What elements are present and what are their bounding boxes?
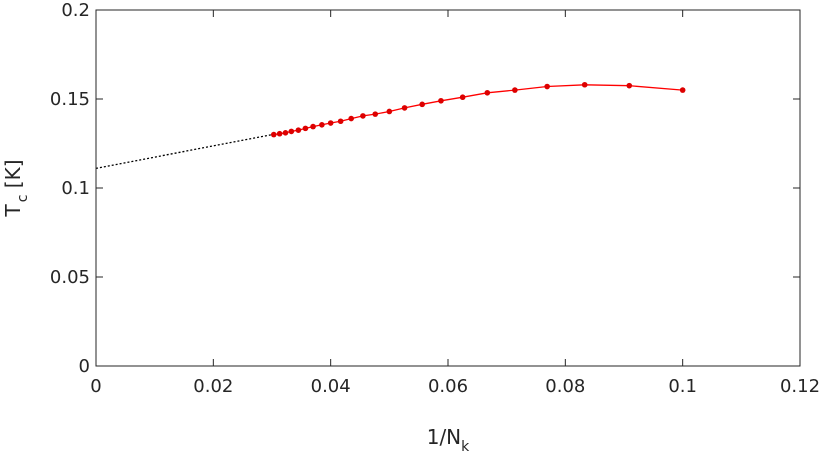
data-point [327,120,334,126]
data-point [679,87,686,93]
data-point [360,113,366,119]
y-tick-label: 0.2 [61,0,90,21]
y-axis-label-sub: c [15,195,31,203]
ticks-layer: 0 0.02 0.04 0.06 0.08 0.1 0.12 0 0.05 0.1 0.15 0.2 [50,0,820,397]
data-point [459,94,466,101]
data-point [310,123,316,130]
y-axis-label-main: T [1,204,25,218]
data-point [581,81,588,88]
data-point [626,82,633,89]
data-point [401,105,408,111]
x-tick-label: 0.02 [193,376,233,397]
x-tick-label: 0.08 [545,376,585,397]
y-axis-label-suffix: [K] [1,160,25,195]
data-point [512,87,518,93]
data-point [386,108,393,115]
data-point [419,101,425,108]
x-axis-label-sub: k [461,439,470,455]
x-tick-label: 0 [90,376,101,397]
y-tick-label: 0.05 [50,267,90,288]
extrapolation-line [95,133,273,170]
data-point [544,83,550,90]
data-point [288,128,295,135]
series-layer [95,81,686,170]
x-tick-label: 0.12 [780,376,820,397]
data-point [276,130,283,137]
data-point [270,131,277,138]
plot-frame [95,9,801,367]
y-axis-label: Tc [K] [1,160,31,218]
x-axis-label-main: 1/N [427,425,461,449]
data-point [282,130,289,136]
data-point [438,97,444,104]
data-point [337,118,344,125]
data-point [295,127,302,133]
x-tick-label: 0.04 [311,376,351,397]
x-tick-label: 0.1 [668,376,697,397]
y-tick-label: 0 [79,356,90,377]
x-axis-label: 1/Nk [427,425,470,455]
y-tick-label: 0.1 [61,178,90,199]
plot-area [96,10,800,366]
data-point [302,125,309,132]
y-tick-label: 0.15 [50,89,90,110]
data-point [484,89,491,96]
x-tick-label: 0.06 [428,376,468,397]
data-point [319,122,325,128]
data-point [348,115,355,122]
data-point [372,111,379,117]
